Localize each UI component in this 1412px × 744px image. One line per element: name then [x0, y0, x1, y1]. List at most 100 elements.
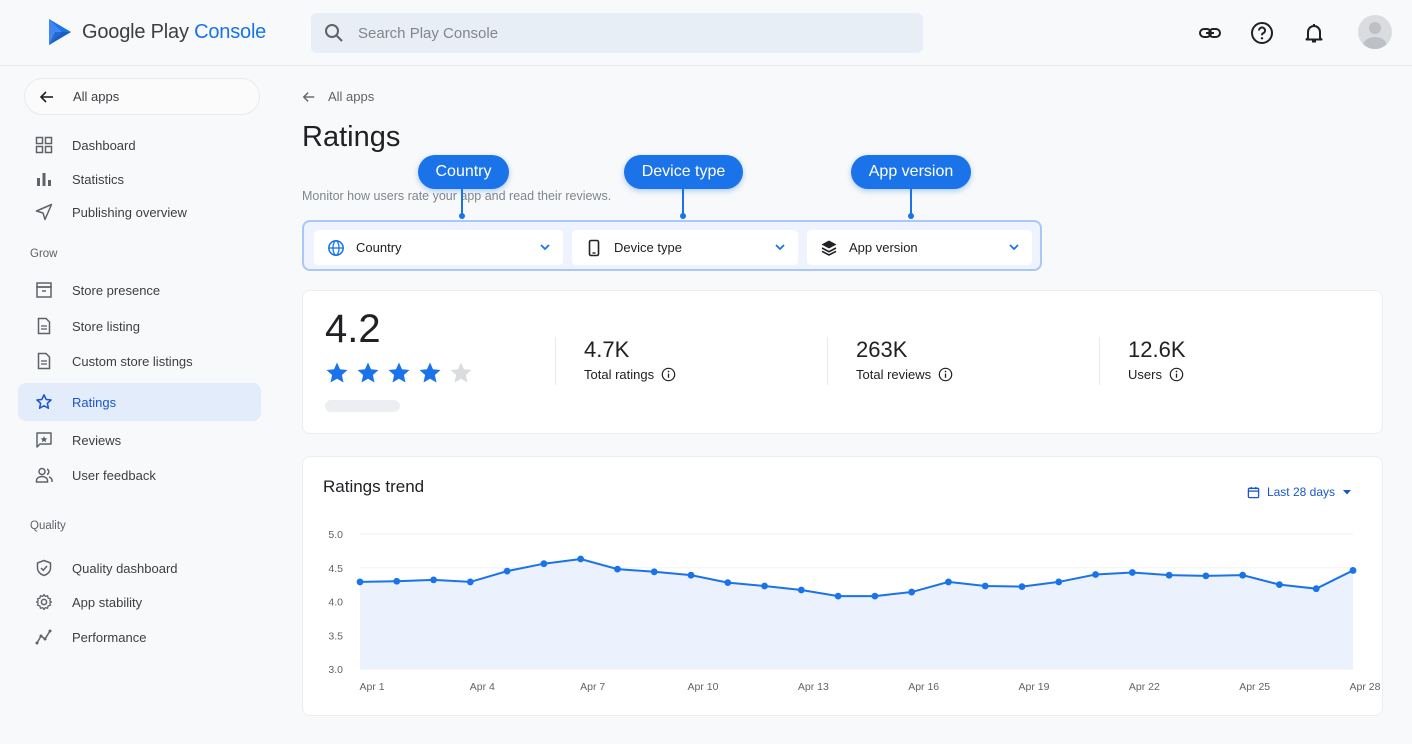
send-icon — [35, 203, 53, 221]
sidebar-item-custom-store-listings[interactable]: Custom store listings — [18, 343, 261, 379]
data-point — [614, 565, 621, 573]
date-range-selector[interactable]: Last 28 days — [1247, 485, 1352, 499]
data-point — [724, 579, 732, 586]
star-filled-icon — [419, 362, 441, 383]
help-icon[interactable] — [1249, 20, 1275, 46]
data-point — [540, 560, 548, 568]
metric-value: 4.7K — [584, 337, 630, 362]
caret-down-icon — [1343, 490, 1351, 495]
chevron-down-icon — [540, 244, 550, 251]
all-apps-back-button[interactable]: All apps — [24, 78, 260, 115]
avatar[interactable] — [1358, 15, 1392, 49]
x-tick-label: Apr 10 — [688, 681, 719, 693]
quality-section-label: Quality — [30, 520, 66, 532]
sidebar-item-label: App stability — [72, 594, 143, 610]
data-point — [466, 578, 474, 586]
review-icon — [35, 431, 53, 449]
data-point — [1128, 569, 1136, 576]
sidebar-item-app-stability[interactable]: App stability — [18, 584, 261, 620]
callout-device-type: Device type — [624, 155, 743, 189]
back-label: All apps — [73, 89, 120, 104]
sidebar-item-ratings[interactable]: Ratings — [18, 383, 261, 421]
layers-icon — [820, 239, 838, 257]
data-point — [908, 588, 916, 596]
star-icon — [35, 393, 53, 411]
star-filled-icon — [388, 362, 410, 383]
breadcrumb-label: All apps — [328, 89, 375, 104]
bar-chart-icon — [35, 170, 53, 188]
sidebar-item-label: Store presence — [72, 282, 161, 298]
sidebar-item-performance[interactable]: Performance — [18, 619, 261, 655]
y-tick-label: 3.0 — [328, 664, 343, 676]
divider — [1099, 337, 1100, 385]
callout-connector — [908, 189, 914, 219]
info-icon[interactable] — [938, 367, 953, 382]
data-point — [393, 577, 401, 585]
ratings-trend-chart: 5.0 4.5 4.0 3.5 3.0 Apr 1 Apr 4 Apr 7 Apr 10 Apr … — [328, 529, 1380, 693]
metric-label: Total ratings — [584, 367, 655, 382]
dashboard-icon — [35, 136, 53, 154]
x-tick-label: Apr 19 — [1019, 681, 1050, 693]
divider — [555, 337, 556, 385]
data-point — [650, 568, 658, 576]
page-subtitle: Monitor how users rate your app and read… — [302, 189, 612, 203]
search-input[interactable] — [358, 24, 898, 42]
data-point — [981, 582, 989, 590]
sidebar-item-label: Ratings — [72, 394, 117, 410]
average-rating-value: 4.2 — [325, 307, 381, 351]
sidebar-item-reviews[interactable]: Reviews — [18, 422, 261, 458]
user-avatar-icon — [1363, 22, 1387, 49]
sidebar-item-label: Performance — [72, 629, 147, 645]
arrow-back-icon — [302, 91, 315, 102]
link-icon[interactable] — [1197, 20, 1223, 46]
info-icon[interactable] — [661, 367, 676, 382]
star-empty-icon — [450, 362, 472, 383]
data-point — [356, 578, 364, 586]
data-point — [1055, 578, 1063, 586]
info-icon[interactable] — [1169, 367, 1184, 382]
filter-label: Device type — [614, 240, 682, 255]
x-tick-label: Apr 1 — [359, 681, 384, 693]
x-tick-label: Apr 25 — [1239, 681, 1270, 693]
grow-section-label: Grow — [30, 248, 58, 260]
callout-connector — [680, 189, 686, 219]
sidebar-item-user-feedback[interactable]: User feedback — [18, 457, 261, 493]
filter-label: Country — [356, 240, 402, 255]
sidebar-item-label: Custom store listings — [72, 353, 193, 369]
data-point — [1092, 571, 1099, 578]
trend-area — [360, 558, 1353, 669]
filter-label: App version — [849, 240, 918, 255]
y-tick-label: 3.5 — [328, 630, 343, 642]
sidebar-item-publishing-overview[interactable]: Publishing overview — [18, 194, 261, 230]
data-point — [1349, 567, 1357, 574]
data-point — [834, 592, 842, 600]
sidebar-item-quality-dashboard[interactable]: Quality dashboard — [18, 550, 261, 586]
app-version-filter-dropdown[interactable]: App version — [807, 230, 1032, 265]
metric-label: Total reviews — [856, 367, 932, 382]
callout-country: Country — [418, 155, 509, 189]
page-title: Ratings — [302, 121, 401, 153]
search-bar[interactable] — [311, 13, 923, 53]
star-filled-icon — [326, 362, 348, 383]
arrow-back-icon — [39, 90, 53, 103]
sidebar-item-store-listing[interactable]: Store listing — [18, 308, 261, 344]
breadcrumb[interactable]: All apps — [302, 89, 374, 104]
play-logo-icon — [49, 19, 71, 45]
data-point — [577, 555, 585, 563]
x-tick-label: Apr 16 — [908, 681, 939, 693]
notifications-icon[interactable] — [1301, 20, 1327, 46]
device-type-filter-dropdown[interactable]: Device type — [572, 230, 798, 265]
phone-icon — [585, 239, 603, 257]
gear-icon — [35, 593, 53, 611]
sidebar-item-label: Store listing — [72, 318, 140, 334]
chevron-down-icon — [1009, 244, 1019, 251]
sidebar-item-dashboard[interactable]: Dashboard — [18, 127, 261, 163]
search-icon — [325, 24, 343, 42]
metric-total-ratings: 4.7K Total ratings — [584, 337, 676, 382]
callout-connector — [459, 189, 465, 219]
sidebar-item-statistics[interactable]: Statistics — [18, 161, 261, 197]
country-filter-dropdown[interactable]: Country — [314, 230, 563, 265]
sidebar-item-store-presence[interactable]: Store presence — [18, 272, 261, 308]
play-console-logo[interactable]: Google Play Console — [46, 17, 266, 47]
metric-label: Users — [1128, 367, 1162, 382]
